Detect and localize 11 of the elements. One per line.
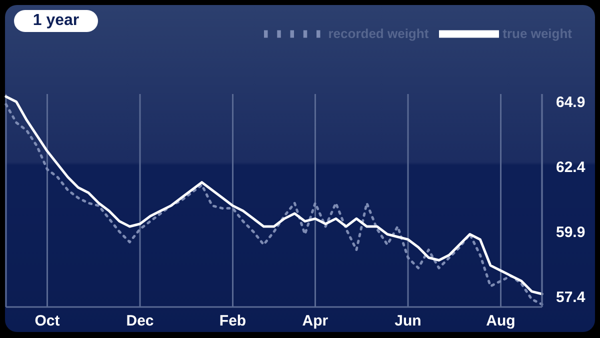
y-tick-label: 59.9 bbox=[556, 224, 586, 241]
x-tick-label: Aug bbox=[486, 312, 516, 330]
x-tick-label: Apr bbox=[302, 312, 328, 330]
x-tick-label: Oct bbox=[34, 312, 60, 330]
range-button: 1 year bbox=[14, 10, 98, 32]
y-tick-label: 57.4 bbox=[556, 288, 586, 306]
y-tick-label: 64.9 bbox=[556, 94, 586, 112]
x-tick-label: Feb bbox=[219, 312, 246, 330]
x-tick-label: Jun bbox=[394, 312, 422, 330]
y-tick-label: 62.4 bbox=[556, 159, 586, 176]
x-tick-label: Dec bbox=[126, 312, 154, 330]
